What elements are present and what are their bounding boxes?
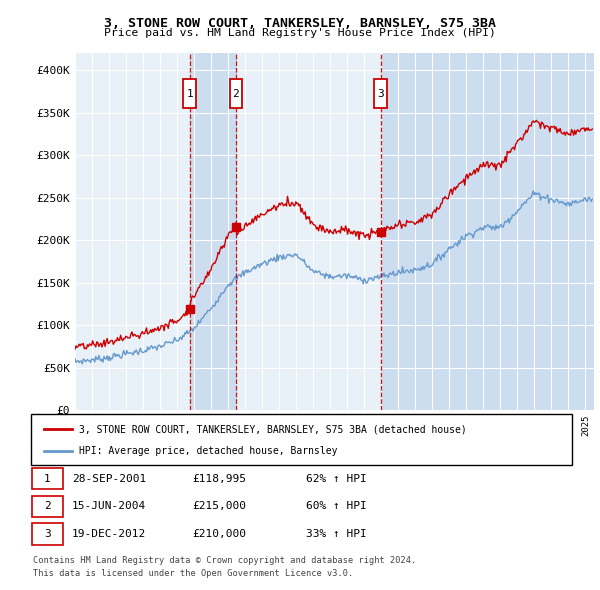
Bar	[183, 80, 196, 109]
Text: 3, STONE ROW COURT, TANKERSLEY, BARNSLEY, S75 3BA: 3, STONE ROW COURT, TANKERSLEY, BARNSLEY…	[104, 17, 496, 30]
Text: 15-JUN-2004: 15-JUN-2004	[72, 502, 146, 512]
Text: 3: 3	[377, 89, 384, 99]
Text: HPI: Average price, detached house, Barnsley: HPI: Average price, detached house, Barn…	[79, 446, 338, 456]
Text: 62% ↑ HPI: 62% ↑ HPI	[306, 474, 367, 484]
Text: 1: 1	[187, 89, 193, 99]
Text: £210,000: £210,000	[192, 529, 246, 539]
Text: Price paid vs. HM Land Registry's House Price Index (HPI): Price paid vs. HM Land Registry's House …	[104, 28, 496, 38]
Text: £118,995: £118,995	[192, 474, 246, 484]
Text: 3, STONE ROW COURT, TANKERSLEY, BARNSLEY, S75 3BA (detached house): 3, STONE ROW COURT, TANKERSLEY, BARNSLEY…	[79, 424, 467, 434]
Bar	[190, 53, 236, 410]
Text: This data is licensed under the Open Government Licence v3.0.: This data is licensed under the Open Gov…	[33, 569, 353, 578]
Text: 3: 3	[44, 529, 51, 539]
Text: 28-SEP-2001: 28-SEP-2001	[72, 474, 146, 484]
Text: 2: 2	[44, 502, 51, 512]
Bar	[374, 80, 387, 109]
Text: 2: 2	[233, 89, 239, 99]
Text: £215,000: £215,000	[192, 502, 246, 512]
Text: Contains HM Land Registry data © Crown copyright and database right 2024.: Contains HM Land Registry data © Crown c…	[33, 556, 416, 565]
Text: 1: 1	[44, 474, 51, 484]
Bar	[230, 80, 242, 109]
Bar	[380, 53, 594, 410]
Text: 60% ↑ HPI: 60% ↑ HPI	[306, 502, 367, 512]
Text: 19-DEC-2012: 19-DEC-2012	[72, 529, 146, 539]
Text: 33% ↑ HPI: 33% ↑ HPI	[306, 529, 367, 539]
